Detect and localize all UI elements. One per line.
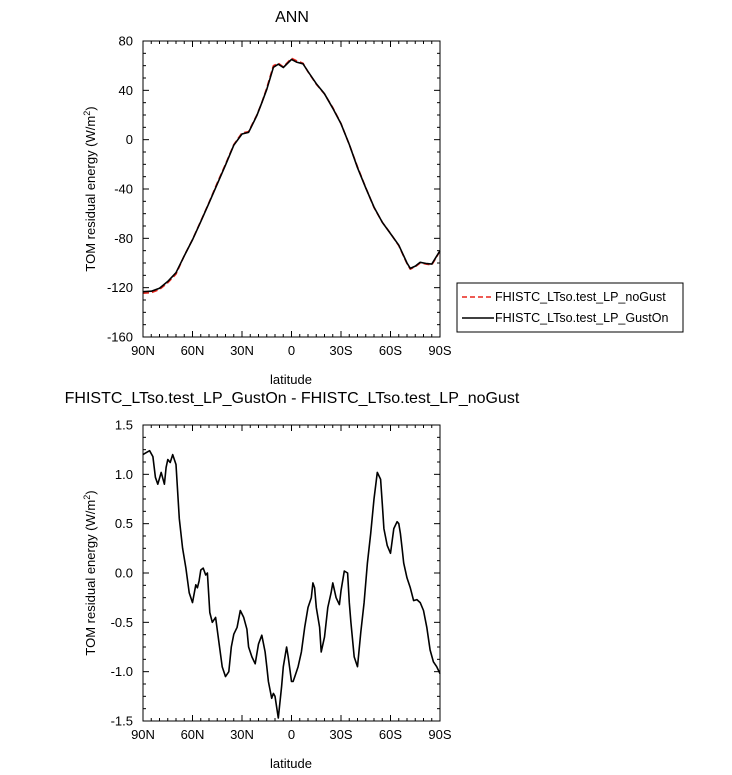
x-tick-label: 60S (379, 727, 402, 742)
line-series-gustOn (142, 58, 441, 293)
y-tick-label: -1.5 (111, 714, 133, 729)
x-tick-label: 0 (288, 343, 295, 358)
x-tick-label: 60N (181, 343, 205, 358)
legend-label-gustOn: FHISTC_LTso.test_LP_GustOn (495, 311, 668, 325)
y-axis-title-text: TOM residual energy (W/m (83, 116, 98, 272)
series-group (142, 57, 441, 294)
y-axis-title: TOM residual energy (W/m2) (82, 490, 98, 655)
y-tick-label: -1.0 (111, 664, 133, 679)
y-tick-label: 0.0 (115, 566, 133, 581)
x-tick-label: 60N (181, 727, 205, 742)
x-axis-title: latitude (270, 756, 312, 771)
y-axis-title-close: ) (83, 106, 98, 110)
x-axis-title: latitude (270, 372, 312, 387)
y-tick-label: 1.5 (115, 418, 133, 433)
y-tick-label: 40 (119, 83, 133, 98)
line-series-noGust (142, 57, 441, 294)
y-axis-title-superscript: 2 (82, 495, 92, 500)
plot-frame (142, 40, 441, 338)
legend-box (456, 282, 684, 333)
tick-group: 90N 60N 30N 0 30S 60S 90S -160 -120 -80 -40 0 40 80 (107, 34, 452, 359)
y-axis-title: TOM residual energy (W/m2) (82, 106, 98, 271)
series-group (142, 449, 441, 719)
legend: FHISTC_LTso.test_LP_noGust FHISTC_LTso.t… (456, 282, 684, 333)
chart-title: ANN (275, 9, 309, 26)
x-tick-label: 30N (230, 343, 254, 358)
y-axis-title-superscript: 2 (82, 111, 92, 116)
panel-difference: FHISTC_LTso.test_LP_GustOn - FHISTC_LTso… (65, 390, 520, 771)
line-series-difference (142, 449, 441, 719)
tick-group: 90N 60N 30N 0 30S 60S 90S -1.5 -1.0 -0.5 0.0 0.5 1.0… (111, 418, 452, 743)
x-tick-label: 90S (428, 343, 451, 358)
x-tick-label: 0 (288, 727, 295, 742)
y-tick-label: -80 (114, 231, 133, 246)
chart-title: FHISTC_LTso.test_LP_GustOn - FHISTC_LTso… (65, 390, 520, 407)
y-tick-label: 0 (126, 132, 133, 147)
x-tick-label: 60S (379, 343, 402, 358)
y-axis-title-close: ) (83, 490, 98, 494)
y-tick-label: -120 (107, 280, 133, 295)
y-tick-label: 1.0 (115, 467, 133, 482)
y-axis-title-text: TOM residual energy (W/m (83, 500, 98, 656)
y-tick-label: -0.5 (111, 615, 133, 630)
x-tick-label: 90S (428, 727, 451, 742)
x-tick-label: 30N (230, 727, 254, 742)
x-tick-label: 30S (329, 727, 352, 742)
y-tick-label: -40 (114, 182, 133, 197)
y-tick-label: 0.5 (115, 516, 133, 531)
panel-annual-mean: ANN 90N 60N 30N 0 30S 60S 90S -160 -120 -80 -40 0 40… (82, 9, 684, 387)
x-tick-label: 30S (329, 343, 352, 358)
legend-label-noGust: FHISTC_LTso.test_LP_noGust (495, 290, 666, 304)
x-tick-label: 90N (131, 343, 155, 358)
y-tick-label: 80 (119, 34, 133, 49)
x-tick-label: 90N (131, 727, 155, 742)
y-tick-label: -160 (107, 330, 133, 345)
